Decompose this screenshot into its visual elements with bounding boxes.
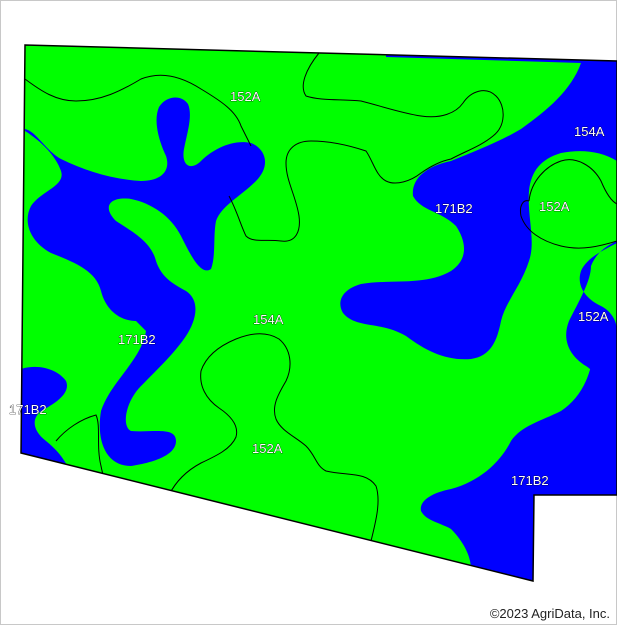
soil-unit-171b2-southeast [420,331,617,581]
soil-unit-171b2-northeast [340,53,617,360]
map-unit-label: 152A [578,309,609,324]
soil-unit-171b2-west [25,97,266,467]
boundary-line-152a-south [168,333,379,548]
map-unit-label: 171B2 [118,332,156,347]
field-boundary [20,44,617,582]
boundary-line-152a-east-lower [520,200,617,249]
map-unit-label: 171B2 [435,201,473,216]
boundary-line-152a-center [228,52,504,242]
map-unit-label: 154A [253,312,284,327]
copyright-notice: ©2023 AgriData, Inc. [489,606,610,621]
boundary-line-152a-east [528,159,617,205]
map-unit-label: 152A [539,199,570,214]
map-unit-label: 152A [252,441,283,456]
map-unit-label: 171B2 [9,402,47,417]
map-unit-label: 171B2 [511,473,549,488]
map-unit-label: 152A [230,89,261,104]
map-unit-label: 154A [574,124,605,139]
soil-unit-171b2-southwest [21,366,69,469]
boundary-line-152a-north [24,74,252,147]
